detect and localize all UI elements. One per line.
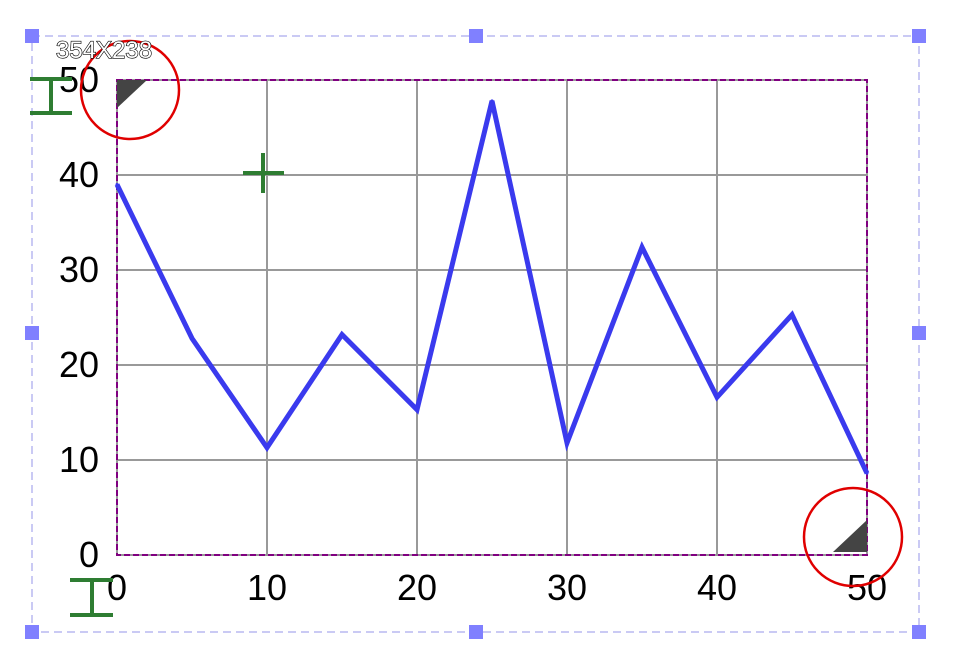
- annotation-circle-top-left: [79, 39, 181, 141]
- series-layer: [114, 99, 870, 475]
- data-point: [190, 336, 194, 340]
- data-point: [640, 245, 644, 249]
- x-tick-label: 20: [397, 567, 437, 608]
- resize-handle[interactable]: [912, 326, 926, 340]
- data-point: [490, 99, 494, 103]
- resize-handle[interactable]: [25, 326, 39, 340]
- grid-lines: [116, 79, 868, 556]
- data-point: [115, 183, 119, 186]
- size-readout: 354X238: [56, 37, 152, 64]
- data-point: [265, 446, 269, 450]
- y-tick-label: 0: [79, 534, 99, 575]
- x-tick-label: 40: [697, 567, 737, 608]
- i-beam-cursor-icon: [30, 77, 72, 115]
- y-tick-label: 10: [59, 439, 99, 480]
- data-point: [415, 408, 419, 412]
- bottom-right-corner-marker[interactable]: [833, 520, 867, 552]
- data-point: [715, 395, 719, 399]
- x-tick-label: 10: [247, 567, 287, 608]
- selection-handles[interactable]: [25, 29, 926, 639]
- x-tick-label: 50: [847, 567, 887, 608]
- resize-handle[interactable]: [25, 625, 39, 639]
- y-tick-label: 40: [59, 154, 99, 195]
- top-left-corner-marker[interactable]: [117, 80, 147, 108]
- resize-handle[interactable]: [469, 29, 483, 43]
- resize-handle[interactable]: [25, 29, 39, 43]
- x-tick-label: 0: [107, 567, 127, 608]
- data-point: [790, 313, 794, 317]
- data-point: [565, 441, 569, 445]
- resize-handle[interactable]: [912, 29, 926, 43]
- data-point: [865, 471, 869, 475]
- series-line: [114, 100, 870, 475]
- y-tick-label: 30: [59, 249, 99, 290]
- resize-handle[interactable]: [469, 625, 483, 639]
- plot-border: [116, 79, 868, 556]
- annotation-circle-bottom-right: [802, 486, 904, 588]
- x-axis-ticks: 0 10 20 30 40 50: [107, 567, 887, 608]
- resize-handle[interactable]: [912, 625, 926, 639]
- x-tick-label: 30: [547, 567, 587, 608]
- data-point: [340, 333, 344, 337]
- crosshair-icon: [243, 153, 284, 193]
- i-beam-cursor-icon: [70, 578, 113, 617]
- y-tick-label: 20: [59, 344, 99, 385]
